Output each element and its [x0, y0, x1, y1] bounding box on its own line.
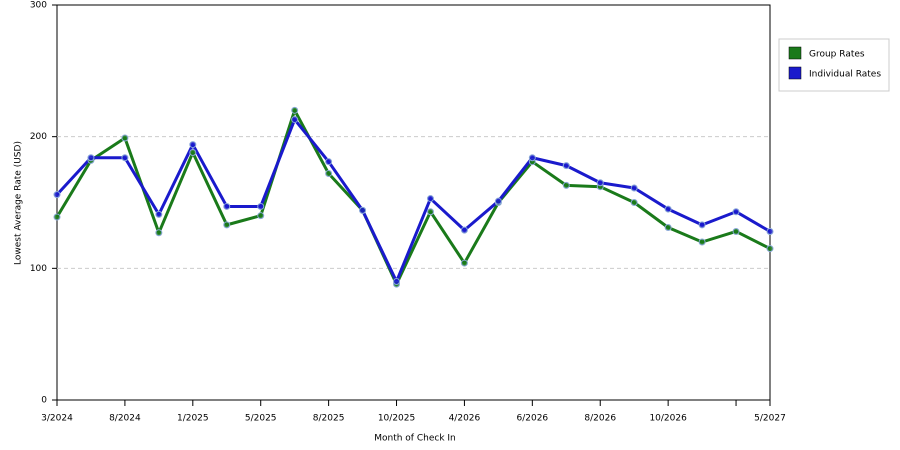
- data-point: [698, 238, 706, 246]
- data-point: [155, 210, 163, 218]
- data-point: [766, 245, 774, 253]
- data-point: [121, 134, 129, 142]
- x-tick-label: 4/2026: [449, 414, 481, 424]
- y-tick-label: 300: [30, 1, 47, 11]
- x-tick-label: 1/2025: [177, 414, 209, 424]
- data-point: [53, 191, 61, 199]
- data-point: [494, 197, 502, 205]
- x-tick-label: 10/2026: [649, 414, 687, 424]
- data-point: [291, 116, 299, 124]
- data-point: [596, 179, 604, 187]
- data-point: [630, 184, 638, 192]
- y-tick-label: 0: [41, 396, 47, 406]
- data-point: [562, 162, 570, 170]
- data-point: [426, 208, 434, 216]
- data-point: [257, 212, 265, 220]
- data-point: [426, 195, 434, 203]
- data-point: [189, 141, 197, 149]
- data-point: [732, 227, 740, 235]
- y-tick-label: 200: [30, 132, 47, 142]
- data-point: [460, 226, 468, 234]
- x-tick-label: 6/2026: [516, 414, 548, 424]
- data-point: [257, 202, 265, 210]
- legend-swatch: [788, 46, 802, 60]
- x-tick-label: 5/2027: [754, 414, 786, 424]
- data-point: [121, 154, 129, 162]
- legend-swatch: [788, 66, 802, 80]
- x-tick-label: 5/2025: [245, 414, 277, 424]
- data-point: [155, 229, 163, 237]
- legend-label: Group Rates: [809, 50, 865, 60]
- x-tick-label: 8/2025: [313, 414, 345, 424]
- y-tick-label: 100: [30, 264, 47, 274]
- data-point: [664, 224, 672, 232]
- x-tick-label: 8/2024: [109, 414, 141, 424]
- data-point: [223, 221, 231, 229]
- data-point: [325, 170, 333, 178]
- data-point: [630, 199, 638, 206]
- data-point: [528, 154, 536, 162]
- data-point: [698, 221, 706, 229]
- x-axis-label: Month of Check In: [374, 434, 456, 444]
- data-point: [664, 205, 672, 213]
- data-point: [562, 181, 570, 189]
- data-point: [732, 208, 740, 216]
- data-point: [87, 154, 95, 162]
- plot-area: [56, 4, 771, 401]
- x-tick-label: 10/2025: [378, 414, 415, 424]
- y-axis-label: Lowest Average Rate (USD): [14, 141, 24, 265]
- data-point: [53, 213, 61, 221]
- data-point: [223, 202, 231, 210]
- data-point: [393, 278, 401, 285]
- data-point: [291, 106, 299, 114]
- x-tick-label: 8/2026: [584, 414, 616, 424]
- data-point: [460, 259, 468, 267]
- data-point: [325, 158, 333, 166]
- data-point: [359, 206, 367, 214]
- series-line: [55, 108, 771, 286]
- legend-label: Individual Rates: [809, 70, 881, 80]
- x-tick-label: 3/2024: [41, 414, 73, 424]
- data-point: [189, 148, 197, 156]
- series-line: [55, 118, 771, 283]
- data-point: [766, 227, 774, 235]
